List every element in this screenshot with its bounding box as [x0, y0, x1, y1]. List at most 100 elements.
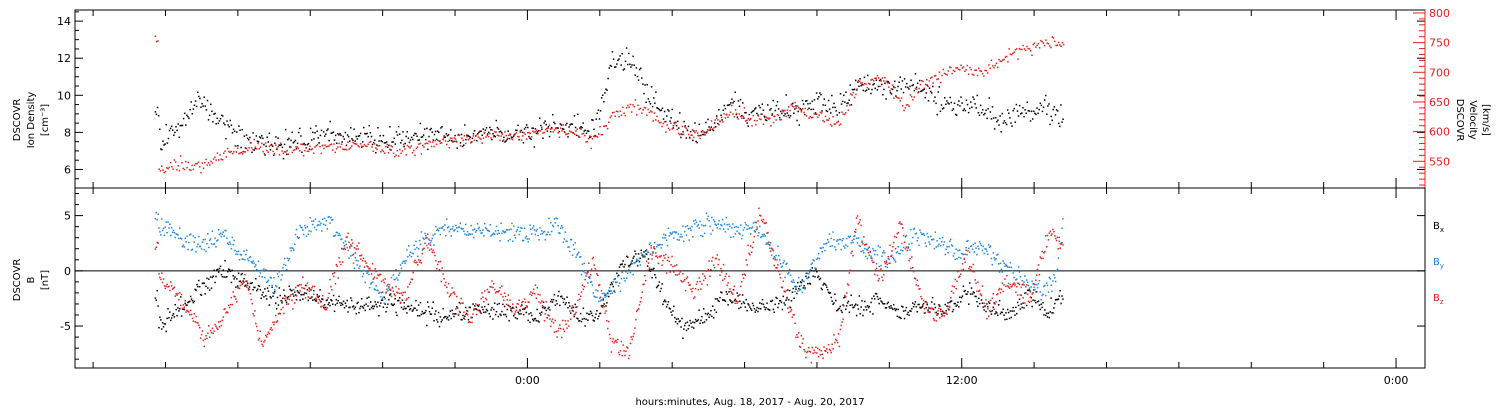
bz-point-309 — [434, 254, 436, 257]
density-point-372 — [558, 130, 561, 133]
by-point-50 — [199, 245, 202, 248]
by-point-20 — [172, 229, 175, 232]
density-point-661 — [872, 83, 874, 86]
bx-point-213 — [347, 311, 349, 313]
bz-point-246 — [377, 274, 379, 276]
bz-point-231 — [363, 266, 366, 268]
by-point-614 — [710, 233, 712, 235]
bx-point-132 — [274, 290, 276, 293]
by-point-630 — [724, 231, 727, 233]
density-point-26 — [182, 117, 185, 120]
velocity-point-368 — [620, 114, 623, 116]
bx-point-294 — [420, 313, 423, 316]
bz-point-996 — [1055, 239, 1058, 242]
density-point-171 — [340, 134, 342, 137]
by-point-977 — [1038, 280, 1041, 282]
density-point-443 — [635, 67, 638, 69]
by-point-70 — [217, 228, 220, 231]
density-point-527 — [726, 104, 729, 107]
velocity-point-200 — [407, 146, 410, 148]
density-point-198 — [369, 132, 372, 134]
bz-point-280 — [407, 296, 410, 299]
bz-point-214 — [348, 241, 350, 244]
velocity-point-484 — [767, 117, 770, 120]
by-point-190 — [326, 227, 329, 230]
bx-point-228 — [360, 298, 363, 300]
bz-point-486 — [594, 267, 596, 270]
bx-point-81 — [227, 268, 230, 270]
bx-point-98 — [243, 277, 245, 280]
bz-point-825 — [901, 223, 903, 226]
by-point-64 — [212, 243, 215, 246]
bx-point-981 — [1042, 301, 1044, 304]
velocity-point-357 — [606, 127, 609, 130]
bx-point-902 — [970, 287, 973, 289]
bx-point-572 — [672, 310, 674, 312]
bz-point-366 — [485, 299, 488, 301]
velocity-point-194 — [400, 152, 402, 155]
bz-point-964 — [1026, 293, 1029, 296]
by-point-29 — [180, 238, 183, 240]
bz-point-105 — [249, 293, 252, 295]
bz-point-423 — [537, 293, 539, 296]
bz-point-76 — [223, 308, 225, 311]
by-point-931 — [997, 253, 999, 256]
density-point-205 — [377, 127, 379, 129]
bx-point-827 — [902, 310, 905, 312]
velocity-point-481 — [763, 116, 766, 119]
bz-point-350 — [471, 321, 473, 324]
velocity-point-79 — [254, 146, 257, 148]
by-point-43 — [193, 241, 196, 243]
bz-point-462 — [572, 310, 575, 312]
bx-point-985 — [1045, 312, 1048, 315]
velocity-point-86 — [263, 152, 266, 155]
density-point-799 — [1022, 107, 1024, 109]
by-point-667 — [758, 232, 760, 234]
density-point-409 — [598, 118, 601, 120]
velocity-point-382 — [638, 108, 641, 111]
by-point-718 — [804, 288, 806, 290]
velocity-point-430 — [699, 137, 701, 140]
bz-point-25 — [177, 292, 179, 295]
bz-point-552 — [654, 248, 656, 250]
velocity-point-637 — [961, 67, 964, 69]
bx-point-425 — [539, 312, 541, 315]
by-point-323 — [446, 226, 449, 229]
density-point-230 — [404, 142, 406, 145]
by-point-535 — [638, 257, 641, 259]
velocity-point-199 — [406, 144, 409, 147]
density-tick-label-3: 12 — [57, 52, 71, 65]
density-point-475 — [670, 117, 672, 119]
bx-point-592 — [690, 322, 692, 324]
by-point-279 — [407, 255, 409, 258]
bz-point-305 — [430, 248, 433, 250]
density-point-349 — [533, 146, 536, 148]
density-point-275 — [453, 140, 455, 143]
density-point-260 — [436, 130, 439, 132]
bz-point-517 — [622, 344, 624, 346]
by-point-547 — [649, 242, 652, 244]
velocity-point-285 — [515, 132, 518, 134]
bz-point-315 — [439, 260, 442, 263]
velocity-point-118 — [304, 149, 306, 152]
by-point-641 — [734, 233, 737, 235]
bz-point-312 — [436, 263, 439, 266]
by-point-678 — [768, 243, 770, 245]
bx-point-341 — [463, 317, 465, 320]
bx-point-620 — [715, 311, 718, 314]
bx-point-477 — [586, 312, 588, 315]
bx-point-504 — [610, 281, 613, 284]
bx-point-531 — [635, 253, 637, 255]
velocity-point-397 — [657, 120, 660, 122]
bz-point-513 — [618, 353, 621, 356]
velocity-tick-label-3: 700 — [1429, 66, 1450, 79]
density-point-636 — [845, 91, 847, 93]
by-point-362 — [482, 229, 484, 232]
density-point-734 — [951, 109, 954, 112]
velocity-point-698 — [1038, 47, 1041, 49]
density-point-709 — [924, 96, 926, 99]
bx-point-300 — [426, 324, 428, 327]
density-point-51 — [210, 103, 212, 106]
bx-point-798 — [876, 295, 879, 298]
bz-point-284 — [411, 278, 414, 281]
